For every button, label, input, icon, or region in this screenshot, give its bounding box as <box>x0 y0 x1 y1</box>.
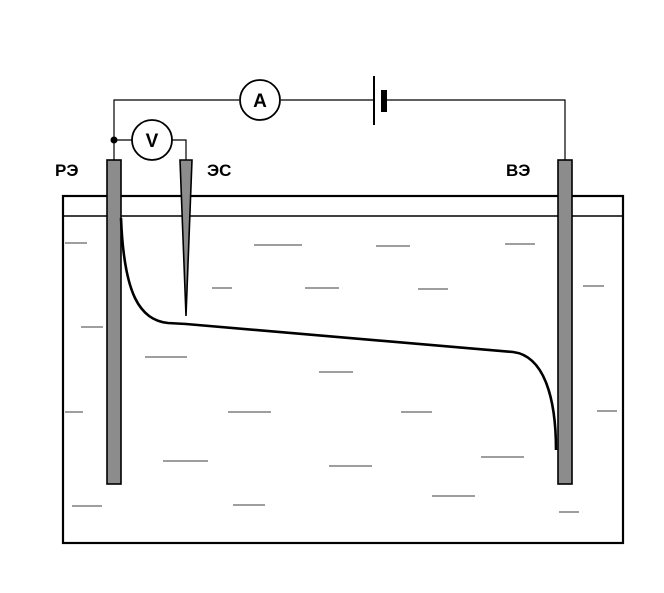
wire-voltmeter-reference <box>172 139 187 160</box>
wire-to-ammeter <box>113 99 239 160</box>
counter-electrode-label: ВЭ <box>506 161 530 180</box>
ammeter-label: A <box>253 91 267 112</box>
ammeter-icon: A <box>239 79 281 121</box>
voltmeter-label: V <box>146 131 159 152</box>
voltmeter-icon: V <box>131 119 173 161</box>
working-electrode-label: РЭ <box>55 161 78 180</box>
working-electrode <box>106 159 122 485</box>
electrolyte-vessel <box>61 194 625 545</box>
battery-icon <box>373 76 387 125</box>
potential-curve <box>119 217 558 451</box>
circuit-wires <box>113 99 566 160</box>
reference-electrode <box>179 159 193 317</box>
counter-electrode <box>557 159 573 485</box>
reference-electrode-label: ЭС <box>207 161 231 180</box>
wire-battery-counter <box>386 99 566 160</box>
junction-dot <box>110 136 118 144</box>
liquid-dashes <box>65 242 617 513</box>
